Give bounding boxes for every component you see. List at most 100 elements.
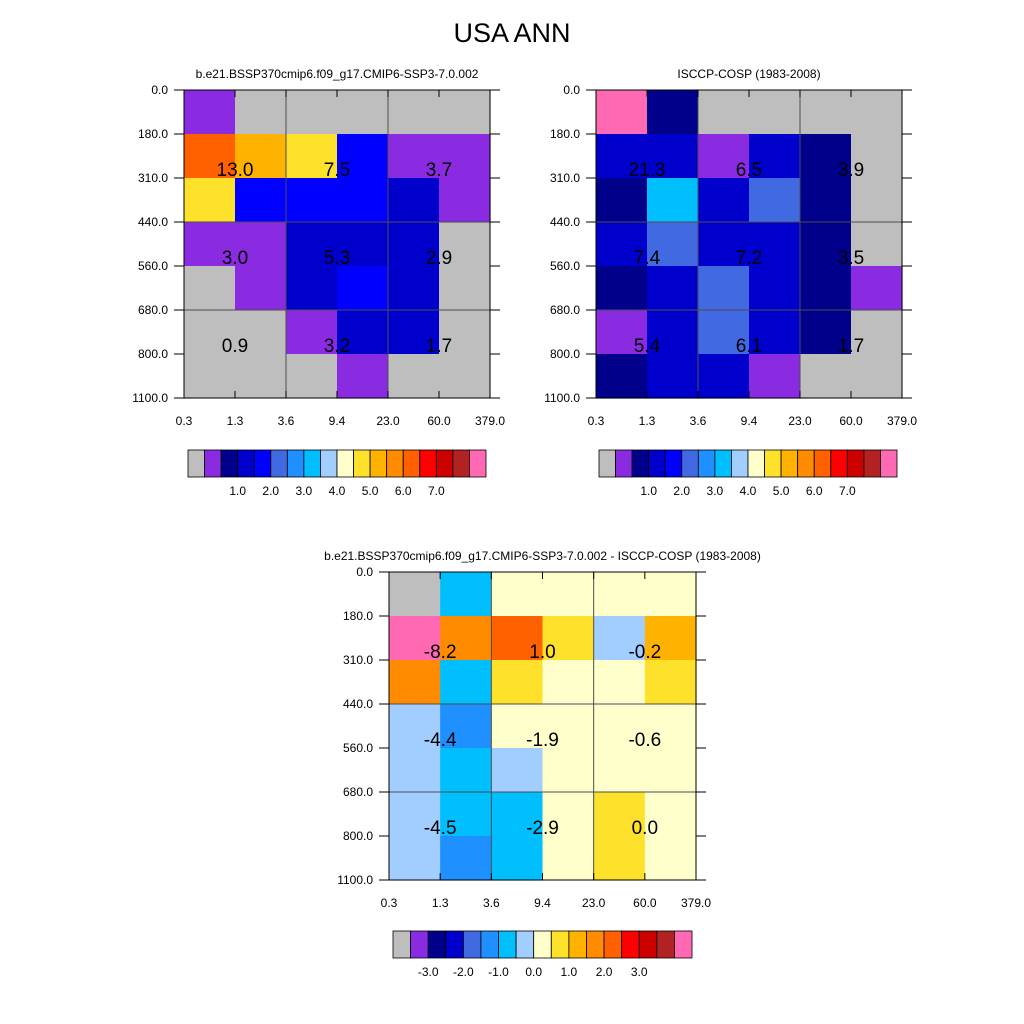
- heatmap-cell: [698, 265, 750, 311]
- y-tick-label: 800.0: [138, 347, 168, 361]
- heatmap-cell: [286, 265, 338, 311]
- heatmap-cell: [337, 353, 389, 399]
- heatmap-cell: [388, 177, 440, 223]
- panel-title: b.e21.BSSP370cmip6.f09_g17.CMIP6-SSP3-7.…: [196, 67, 479, 81]
- heatmap-cell: [286, 222, 338, 267]
- colorbar-swatch: [697, 449, 716, 478]
- x-tick-label: 3.6: [690, 414, 707, 428]
- colorbar-swatch: [204, 449, 222, 478]
- y-tick-label: 0.0: [563, 83, 580, 97]
- colorbar-swatch: [586, 930, 605, 959]
- heatmap-cell: [389, 704, 441, 749]
- heatmap-cell: [388, 222, 440, 267]
- colorbar-swatch: [747, 449, 765, 478]
- cell-value-label: 7.2: [736, 248, 762, 269]
- colorbar-swatch: [674, 930, 693, 959]
- heatmap-cell: [184, 353, 236, 399]
- heatmap-cell: [337, 310, 389, 355]
- colorbar-swatch: [445, 930, 464, 959]
- x-tick-label: 0.3: [176, 414, 193, 428]
- y-tick-label: 560.0: [138, 259, 168, 273]
- x-tick-label: 1.3: [639, 414, 656, 428]
- colorbar-swatch: [427, 930, 447, 959]
- cell-value-label: 3.0: [222, 248, 248, 269]
- heatmap-cell: [235, 310, 287, 355]
- x-tick-label: 60.0: [633, 896, 657, 910]
- x-tick-label: 1.3: [432, 896, 449, 910]
- cell-value-label: -2.9: [526, 818, 559, 839]
- heatmap-cell: [749, 310, 801, 355]
- cell-value-label: 1.7: [838, 336, 864, 357]
- colorbar-swatch: [568, 930, 587, 959]
- heatmap-cell: [389, 659, 441, 705]
- heatmap-cell: [337, 265, 389, 311]
- colorbar-swatch: [353, 449, 371, 478]
- colorbar-swatch: [386, 449, 404, 478]
- colorbar-swatch: [469, 449, 487, 478]
- colorbar-swatch: [880, 449, 898, 478]
- heatmap-cell: [644, 792, 697, 837]
- colorbar-swatch: [731, 449, 749, 478]
- panel-title: b.e21.BSSP370cmip6.f09_g17.CMIP6-SSP3-7.…: [324, 549, 761, 563]
- heatmap-cell: [749, 177, 801, 223]
- heatmap-cell: [698, 177, 750, 223]
- y-tick-label: 440.0: [550, 215, 580, 229]
- heatmap-cell: [542, 659, 595, 705]
- heatmap-cell: [800, 177, 852, 223]
- colorbar-label: 5.0: [773, 484, 790, 498]
- colorbar-swatch: [392, 930, 411, 959]
- colorbar-label: 7.0: [428, 484, 445, 498]
- heatmap-cell: [749, 265, 801, 311]
- heatmap-cell: [235, 353, 287, 399]
- colorbar-swatch: [270, 449, 288, 478]
- colorbar-swatch: [462, 930, 482, 959]
- heatmap-cell: [647, 177, 699, 223]
- heatmap-cell: [184, 90, 236, 135]
- heatmap-cell: [286, 134, 338, 179]
- heatmap-cell: [440, 572, 492, 617]
- x-tick-label: 23.0: [788, 414, 812, 428]
- cell-value-label: 3.7: [426, 160, 452, 181]
- heatmap-cell: [491, 616, 544, 661]
- heatmap-cell: [337, 177, 389, 223]
- heatmap-cell: [800, 265, 852, 311]
- heatmap-cell: [439, 134, 491, 179]
- colorbar-label: 7.0: [839, 484, 856, 498]
- heatmap-cell: [389, 835, 441, 881]
- heatmap-cell: [644, 616, 697, 661]
- heatmap-cell: [851, 265, 903, 311]
- heatmap-cell: [491, 792, 544, 837]
- y-tick-label: 800.0: [550, 347, 580, 361]
- y-tick-label: 310.0: [138, 171, 168, 185]
- plot-panel-1: b.e21.BSSP370cmip6.f09_g17.CMIP6-SSP3-7.…: [132, 67, 505, 498]
- colorbar-label: 1.0: [561, 965, 578, 979]
- cell-value-label: -4.4: [424, 730, 457, 751]
- heatmap-cell: [542, 616, 595, 661]
- heatmap-cell: [388, 90, 440, 135]
- colorbar-swatch: [615, 449, 633, 478]
- colorbar-swatch: [303, 449, 321, 478]
- heatmap-cell: [439, 265, 491, 311]
- colorbar-label: 3.0: [707, 484, 724, 498]
- heatmap-cell: [647, 310, 699, 355]
- colorbar-swatch: [220, 449, 239, 478]
- colorbar-label: 4.0: [740, 484, 757, 498]
- heatmap-cell: [698, 353, 750, 399]
- colorbar-swatch: [410, 930, 429, 959]
- colorbar-swatch: [714, 449, 732, 478]
- colorbar-swatch: [320, 449, 338, 478]
- colorbar-label: 6.0: [395, 484, 412, 498]
- x-tick-label: 0.3: [588, 414, 605, 428]
- heatmap-cell: [542, 835, 595, 881]
- cell-value-label: 5.4: [634, 336, 661, 357]
- colorbar-label: 1.0: [640, 484, 657, 498]
- y-tick-label: 180.0: [550, 127, 580, 141]
- heatmap-cell: [388, 353, 440, 399]
- x-tick-label: 9.4: [741, 414, 758, 428]
- y-tick-label: 440.0: [138, 215, 168, 229]
- heatmap-cell: [286, 177, 338, 223]
- heatmap-cell: [388, 265, 440, 311]
- heatmap-cell: [337, 90, 389, 135]
- x-tick-label: 9.4: [329, 414, 346, 428]
- plot-panel-2: ISCCP-COSP (1983-2008) 0.3 1.3 3.6 9.4 23.0 60…: [544, 67, 917, 498]
